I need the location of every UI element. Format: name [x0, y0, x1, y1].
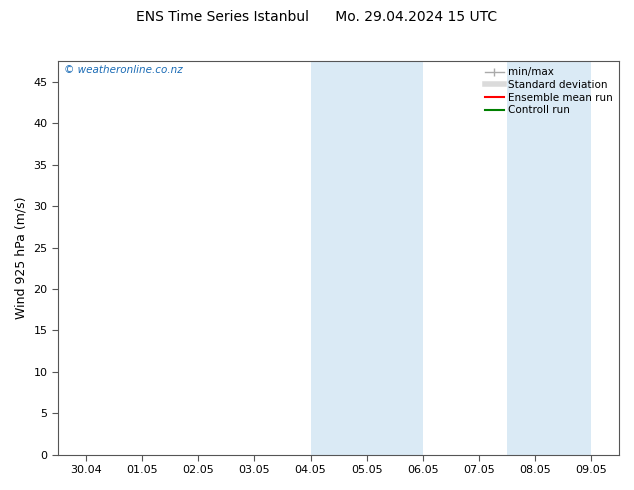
Text: ENS Time Series Istanbul      Mo. 29.04.2024 15 UTC: ENS Time Series Istanbul Mo. 29.04.2024 …	[136, 10, 498, 24]
Bar	[507, 61, 591, 455]
Text: © weatheronline.co.nz: © weatheronline.co.nz	[63, 65, 183, 75]
Legend: min/max, Standard deviation, Ensemble mean run, Controll run: min/max, Standard deviation, Ensemble me…	[481, 63, 617, 120]
Y-axis label: Wind 925 hPa (m/s): Wind 925 hPa (m/s)	[15, 196, 28, 319]
Bar	[311, 61, 423, 455]
